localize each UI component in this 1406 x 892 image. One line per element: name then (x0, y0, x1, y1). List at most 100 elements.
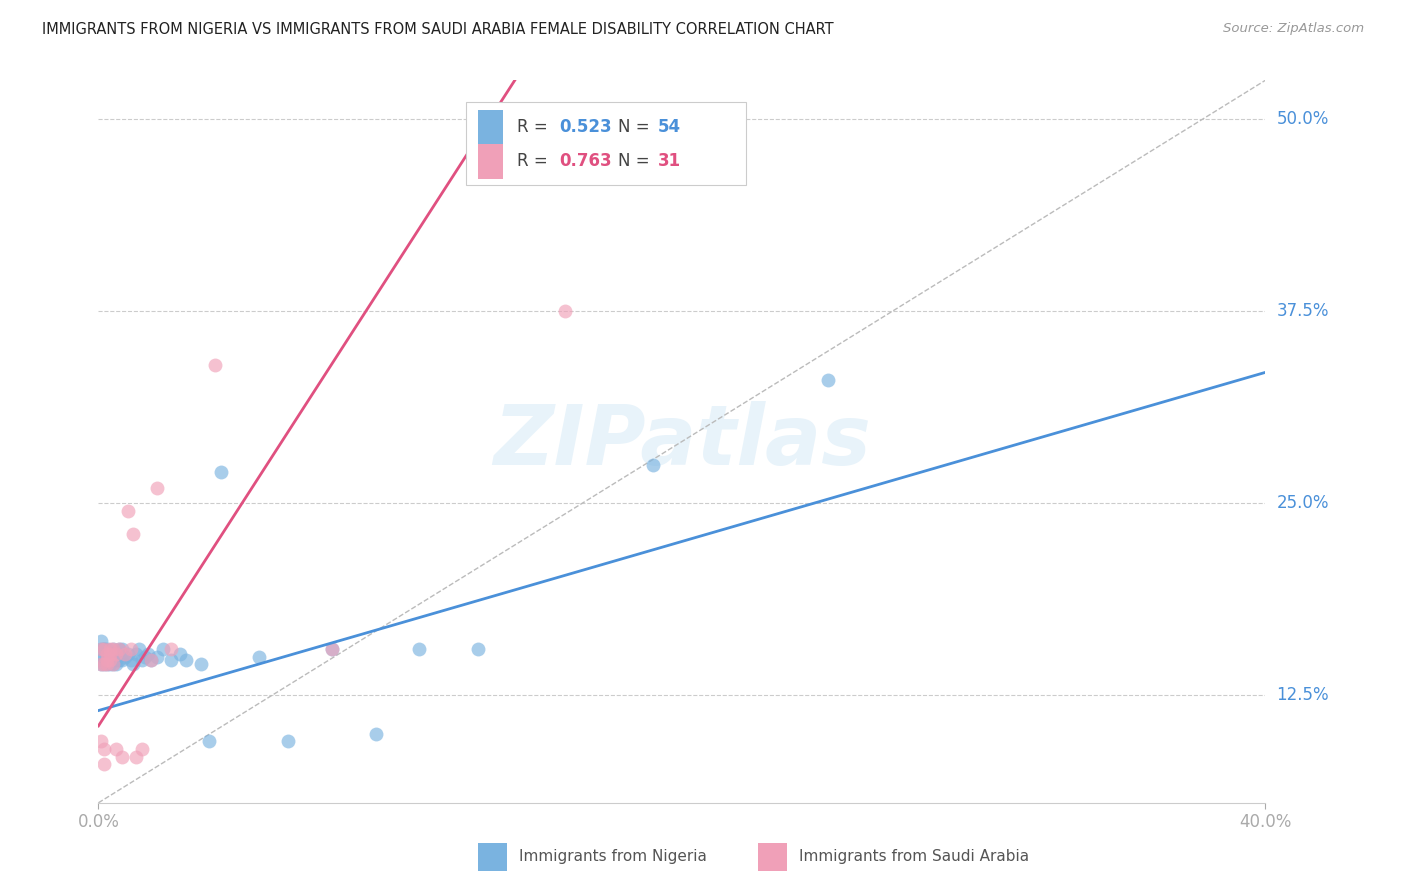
Point (93, 757, 115, 772)
Point (136, 647, 159, 661)
Bar (478, 843, 508, 871)
Point (96, 649, 118, 664)
Point (93, 657, 115, 672)
Point (117, 504, 139, 518)
Point (139, 653, 162, 667)
Point (90, 642, 112, 657)
Point (98, 642, 121, 657)
Point (134, 649, 156, 664)
Text: Source: ZipAtlas.com: Source: ZipAtlas.com (1223, 22, 1364, 36)
Point (108, 642, 131, 657)
Bar (465, 102, 747, 185)
Point (98, 647, 121, 661)
Point (101, 642, 124, 657)
Point (131, 742, 153, 756)
Point (101, 649, 124, 664)
Point (120, 642, 142, 657)
Text: R =: R = (517, 119, 554, 136)
Point (122, 657, 145, 672)
Text: 0.523: 0.523 (560, 119, 612, 136)
Point (146, 649, 169, 664)
Point (125, 647, 148, 661)
Point (364, 726, 387, 740)
Point (125, 749, 148, 764)
Point (93, 742, 115, 756)
Point (104, 647, 127, 661)
Bar (478, 144, 503, 178)
Point (247, 649, 270, 664)
Point (104, 742, 127, 756)
Point (93, 657, 115, 672)
Point (160, 642, 183, 657)
Point (190, 657, 212, 672)
Point (96, 657, 118, 672)
Point (204, 358, 226, 372)
Point (108, 642, 131, 657)
Point (96, 653, 118, 667)
Text: N =: N = (617, 119, 655, 136)
Point (108, 653, 131, 667)
Point (209, 465, 232, 479)
Point (120, 653, 142, 667)
Point (114, 647, 136, 661)
Point (111, 642, 134, 657)
Point (90, 734, 112, 748)
Point (101, 657, 124, 672)
Point (117, 647, 139, 661)
Text: 50.0%: 50.0% (1277, 110, 1329, 128)
Point (93, 642, 115, 657)
Point (198, 734, 221, 748)
Point (98, 653, 121, 667)
Point (96, 642, 118, 657)
Point (131, 653, 153, 667)
Point (98, 653, 121, 667)
Text: Immigrants from Nigeria: Immigrants from Nigeria (519, 849, 706, 864)
Point (146, 481, 169, 495)
Point (321, 642, 343, 657)
Text: N =: N = (617, 153, 655, 170)
Point (90, 642, 112, 657)
Point (101, 642, 124, 657)
Point (93, 642, 115, 657)
Point (277, 734, 299, 748)
Point (98, 657, 121, 672)
Point (122, 526, 145, 541)
Point (96, 647, 118, 661)
Point (104, 653, 127, 667)
Point (160, 653, 183, 667)
Text: 25.0%: 25.0% (1277, 494, 1329, 512)
Point (98, 649, 121, 664)
Point (111, 749, 134, 764)
Point (98, 647, 121, 661)
Point (104, 647, 127, 661)
Point (93, 649, 115, 664)
Text: ZIPatlas: ZIPatlas (494, 401, 870, 482)
Point (111, 653, 134, 667)
Point (93, 642, 115, 657)
Point (128, 642, 150, 657)
Point (169, 647, 191, 661)
Point (641, 458, 664, 472)
Point (408, 642, 430, 657)
Text: 37.5%: 37.5% (1277, 301, 1329, 320)
Text: 12.5%: 12.5% (1277, 686, 1329, 704)
Point (321, 642, 343, 657)
Point (101, 657, 124, 672)
Point (96, 653, 118, 667)
Text: R =: R = (517, 153, 554, 170)
Point (90, 634, 112, 648)
Text: Immigrants from Saudi Arabia: Immigrants from Saudi Arabia (799, 849, 1029, 864)
Point (817, 373, 839, 387)
Point (104, 657, 127, 672)
Point (101, 653, 124, 667)
Point (139, 653, 162, 667)
Bar (478, 110, 503, 145)
Point (114, 649, 136, 664)
Point (554, 304, 576, 318)
Point (90, 657, 112, 672)
Text: 54: 54 (658, 119, 681, 136)
Point (152, 642, 174, 657)
Point (467, 642, 489, 657)
Point (96, 647, 118, 661)
Point (93, 649, 115, 664)
